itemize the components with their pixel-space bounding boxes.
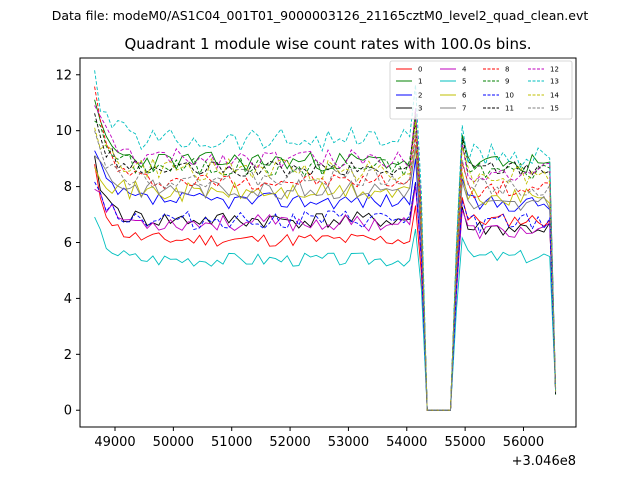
x-tick-label: 51000 xyxy=(211,435,252,450)
series-line-10 xyxy=(94,181,557,411)
legend-label-6: 6 xyxy=(462,92,467,100)
x-tick-label: 53000 xyxy=(328,435,369,450)
legend-label-0: 0 xyxy=(418,66,422,74)
legend-label-7: 7 xyxy=(462,105,466,113)
x-tick-label: 49000 xyxy=(94,435,135,450)
series-line-6 xyxy=(94,148,557,411)
y-tick-label: 2 xyxy=(64,348,72,363)
legend-label-13: 13 xyxy=(550,78,559,86)
x-tick-label: 54000 xyxy=(386,435,427,450)
y-axis: 0 2 4 6 8 10 12 xyxy=(55,68,80,419)
x-axis: 49000 50000 51000 52000 53000 54000 55000 56000 xyxy=(94,427,544,450)
y-tick-label: 4 xyxy=(64,292,72,307)
legend-label-1: 1 xyxy=(418,78,422,86)
legend-label-2: 2 xyxy=(418,92,422,100)
series-line-7 xyxy=(94,145,557,411)
series-line-13 xyxy=(94,70,557,411)
y-tick-label: 10 xyxy=(55,124,72,139)
x-tick-label: 50000 xyxy=(153,435,194,450)
legend-label-11: 11 xyxy=(505,105,514,113)
series-line-3 xyxy=(94,156,557,411)
legend-label-3: 3 xyxy=(418,105,422,113)
series-line-8 xyxy=(94,86,557,411)
legend-label-4: 4 xyxy=(462,66,467,74)
series-line-2 xyxy=(94,150,557,411)
series-line-4 xyxy=(94,185,557,411)
x-tick-label: 56000 xyxy=(503,435,544,450)
legend-label-15: 15 xyxy=(550,105,559,113)
x-tick-label: 55000 xyxy=(444,435,485,450)
series-line-0 xyxy=(94,164,557,411)
y-tick-label: 0 xyxy=(64,404,72,419)
series-line-5 xyxy=(94,216,557,411)
x-axis-offset-label: +3.046e8 xyxy=(512,454,576,469)
series-line-11 xyxy=(94,113,557,411)
series-line-12 xyxy=(94,105,557,411)
legend-label-14: 14 xyxy=(550,92,559,100)
figure-suptitle: Data file: modeM0/AS1C04_001T01_90000031… xyxy=(52,8,589,23)
legend-label-10: 10 xyxy=(505,92,514,100)
y-tick-label: 12 xyxy=(55,68,72,83)
x-tick-label: 52000 xyxy=(269,435,310,450)
series-line-14 xyxy=(94,121,557,411)
legend-frame xyxy=(389,60,573,120)
legend-label-8: 8 xyxy=(505,66,509,74)
legend-label-5: 5 xyxy=(462,78,466,86)
series-line-15 xyxy=(94,130,557,411)
legend-label-12: 12 xyxy=(550,66,559,74)
legend-label-9: 9 xyxy=(505,78,509,86)
chart-title: Quadrant 1 module wise count rates with … xyxy=(124,35,531,53)
y-tick-label: 6 xyxy=(64,236,72,251)
y-tick-label: 8 xyxy=(64,180,72,195)
series-layer xyxy=(94,70,557,411)
